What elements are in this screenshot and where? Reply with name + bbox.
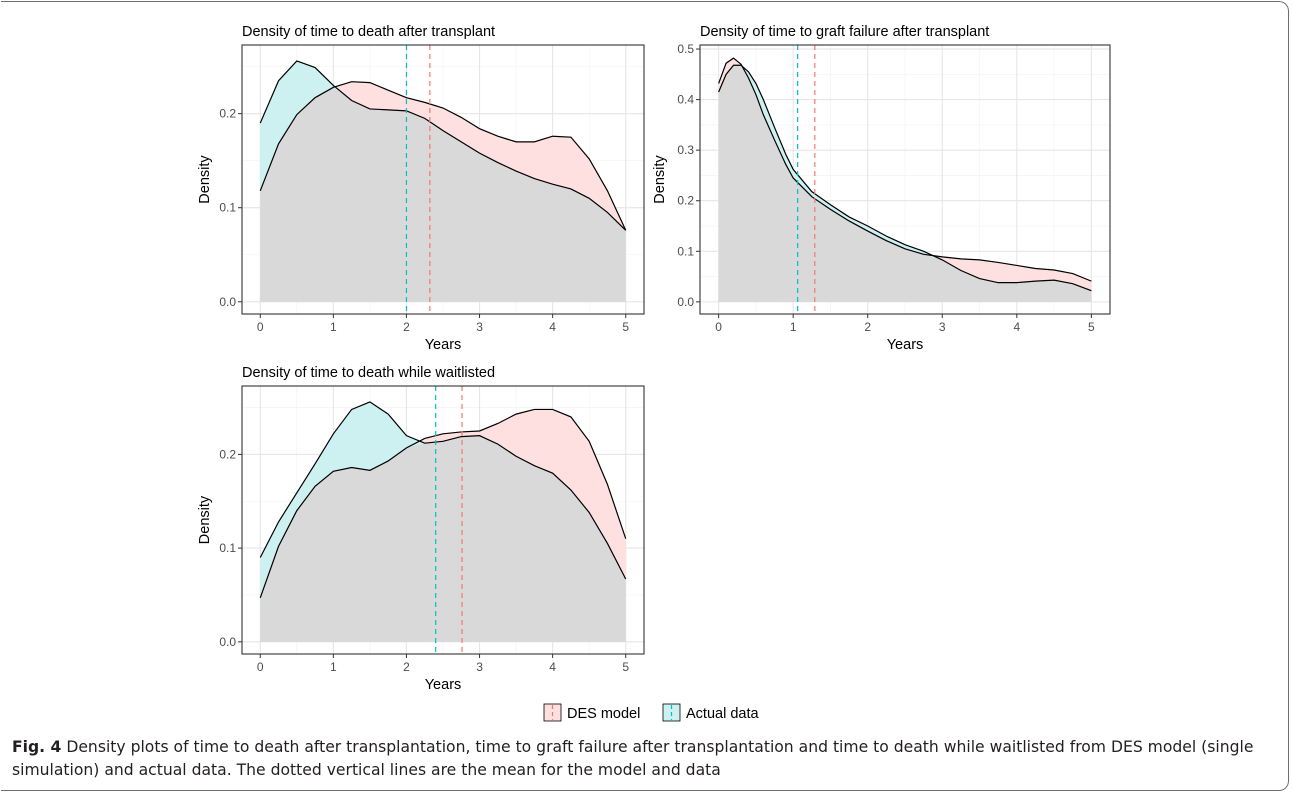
y-tick-label: 0.1 xyxy=(219,201,236,215)
panel-title: Density of time to death while waitliste… xyxy=(242,365,495,381)
line-actual-data xyxy=(718,64,1092,292)
caption-label: Fig. 4 xyxy=(12,738,62,756)
panel-death-after-transplant: 0 1 2 3 4 5 0.0 0.1 0.2 Density of time to death … xyxy=(197,24,645,353)
y-tick-label: 0.1 xyxy=(677,244,694,258)
x-tick-label: 1 xyxy=(790,320,797,334)
y-axis-label: Density xyxy=(652,155,668,204)
figure-plots: 0 1 2 3 4 5 0.0 0.1 0.2 Density of time to death … xyxy=(197,24,1111,722)
panel-border xyxy=(241,385,645,655)
x-tick-label: 5 xyxy=(1088,320,1095,334)
area-overlap xyxy=(718,65,1092,302)
legend-label: Actual data xyxy=(686,706,759,722)
y-tick-label: 0.2 xyxy=(677,194,694,208)
x-tick-label: 4 xyxy=(549,660,556,674)
density-areas xyxy=(259,386,627,654)
density-areas xyxy=(259,45,627,314)
panel-border xyxy=(699,44,1111,315)
y-axis-label: Density xyxy=(197,155,213,204)
panel-death-waitlisted: 0 1 2 3 4 5 0.0 0.1 0.2 Density of time to death … xyxy=(197,365,645,693)
y-tick-label: 0.2 xyxy=(219,447,236,461)
density-areas xyxy=(718,45,1092,314)
figure-caption: Fig. 4 Density plots of time to death af… xyxy=(12,736,1277,782)
y-tick-label: 0.4 xyxy=(677,93,694,107)
y-tick-label: 0.0 xyxy=(219,635,236,649)
y-axis-label: Density xyxy=(197,495,213,544)
y-tick-label: 0.0 xyxy=(219,295,236,309)
x-tick-label: 0 xyxy=(257,660,264,674)
x-tick-label: 0 xyxy=(715,320,722,334)
legend-key-actual-data: Actual data xyxy=(662,703,759,722)
x-tick-label: 4 xyxy=(1013,320,1020,334)
panel-title: Density of time to graft failure after t… xyxy=(700,24,989,40)
x-axis-label: Years xyxy=(887,337,924,353)
panel-border xyxy=(241,44,645,315)
y-tick-label: 0.5 xyxy=(677,42,694,56)
x-tick-label: 1 xyxy=(330,660,337,674)
legend-key-des-model: DES model xyxy=(543,703,640,722)
panel-title: Density of time to death after transplan… xyxy=(242,24,495,40)
x-tick-label: 5 xyxy=(622,660,629,674)
legend: DES model Actual data xyxy=(543,703,759,722)
x-tick-label: 0 xyxy=(257,320,264,334)
x-axis-label: Years xyxy=(425,677,462,693)
area-overlap xyxy=(260,87,626,302)
x-tick-label: 2 xyxy=(864,320,871,334)
x-tick-label: 4 xyxy=(549,320,556,334)
legend-label: DES model xyxy=(567,706,640,722)
y-tick-label: 0.0 xyxy=(677,295,694,309)
x-tick-label: 5 xyxy=(622,320,629,334)
y-tick-label: 0.3 xyxy=(677,143,694,157)
x-tick-label: 2 xyxy=(403,320,410,334)
caption-text: Density plots of time to death after tra… xyxy=(12,738,1254,779)
x-tick-label: 3 xyxy=(476,320,483,334)
area-overlap xyxy=(260,435,626,642)
x-axis-label: Years xyxy=(425,337,462,353)
x-tick-label: 1 xyxy=(330,320,337,334)
line-actual-data xyxy=(259,401,627,580)
y-tick-label: 0.2 xyxy=(219,107,236,121)
line-des-model xyxy=(259,81,627,231)
line-actual-data xyxy=(259,60,627,231)
x-tick-label: 3 xyxy=(476,660,483,674)
panel-graft-failure: 0 1 2 3 4 5 0.0 0.1 0.2 0.3 0.4 0.5 Density of time … xyxy=(652,24,1111,353)
x-tick-label: 3 xyxy=(939,320,946,334)
x-tick-label: 2 xyxy=(403,660,410,674)
line-des-model xyxy=(718,57,1092,282)
line-des-model xyxy=(259,408,627,598)
y-tick-label: 0.1 xyxy=(219,541,236,555)
